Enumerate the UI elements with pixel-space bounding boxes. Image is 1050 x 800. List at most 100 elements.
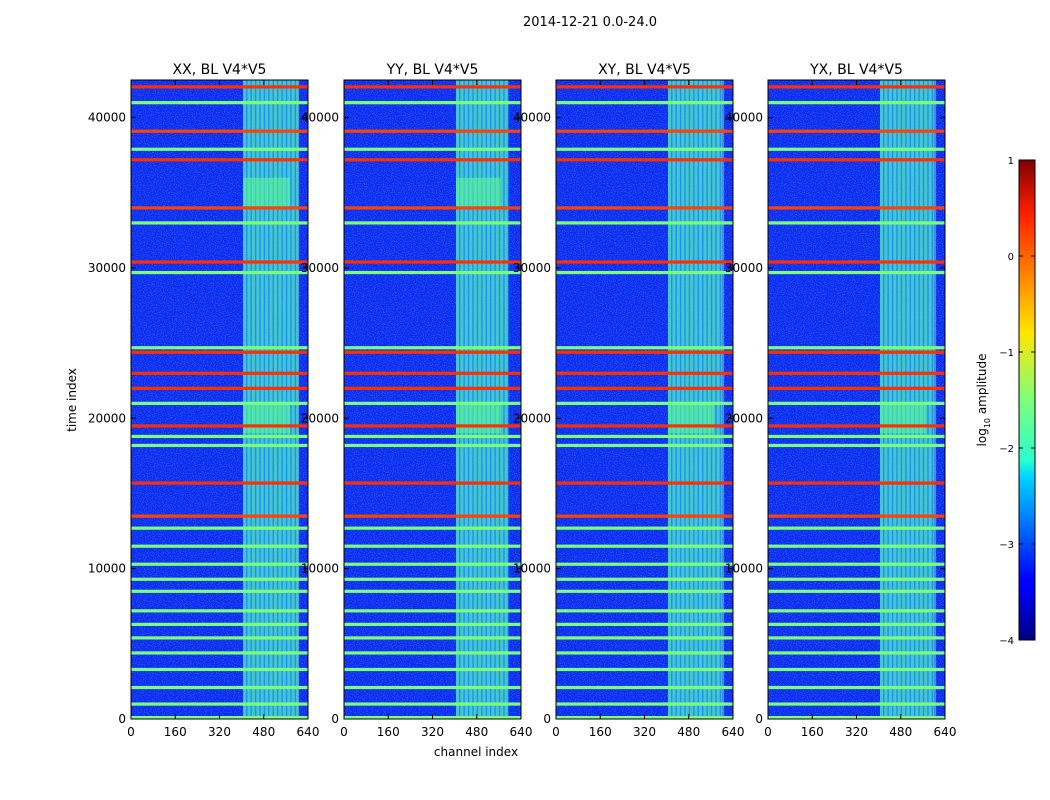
y-tick-label: 20000 bbox=[725, 411, 763, 425]
flagged-row bbox=[768, 401, 945, 405]
flagged-row bbox=[131, 562, 308, 566]
bright-block bbox=[243, 403, 291, 434]
flagged-row bbox=[556, 158, 733, 162]
flagged-row bbox=[556, 346, 733, 350]
rfi-band bbox=[880, 80, 934, 719]
flagged-row bbox=[131, 577, 308, 581]
y-tick-label: 10000 bbox=[513, 562, 551, 576]
bright-block bbox=[880, 403, 926, 434]
flagged-row bbox=[768, 685, 945, 690]
flagged-row bbox=[556, 371, 733, 375]
flagged-row bbox=[768, 443, 945, 448]
flagged-row bbox=[344, 158, 521, 162]
flagged-row bbox=[131, 350, 308, 354]
rfi-stripe bbox=[296, 80, 300, 719]
y-tick-label: 0 bbox=[331, 712, 339, 726]
rfi-stripe bbox=[464, 80, 468, 719]
flagged-row bbox=[768, 609, 945, 613]
y-tick-label: 40000 bbox=[513, 111, 551, 125]
colorbar-label: log10 amplitude bbox=[975, 354, 992, 447]
flagged-row bbox=[344, 514, 521, 518]
flagged-row bbox=[556, 636, 733, 640]
flagged-row bbox=[556, 443, 733, 448]
flagged-row bbox=[556, 702, 733, 706]
bright-block bbox=[243, 177, 291, 208]
rfi-stripe bbox=[491, 80, 495, 719]
colorbar-tick-label: 1 bbox=[1008, 156, 1014, 167]
flagged-row bbox=[344, 386, 521, 390]
rfi-stripe bbox=[260, 80, 264, 719]
flagged-row bbox=[768, 577, 945, 581]
flagged-row bbox=[131, 609, 308, 613]
flagged-row bbox=[768, 622, 945, 626]
rfi-stripe bbox=[888, 80, 892, 719]
flagged-row bbox=[768, 260, 945, 264]
rfi-stripe bbox=[460, 80, 464, 719]
colorbar-label-rest: amplitude bbox=[975, 354, 989, 418]
flagged-row bbox=[131, 221, 308, 225]
rfi-stripe bbox=[291, 80, 295, 719]
rfi-stripe bbox=[681, 80, 685, 719]
flagged-row bbox=[768, 101, 945, 105]
flagged-row bbox=[344, 609, 521, 613]
flagged-row bbox=[556, 544, 733, 548]
x-tick-label: 480 bbox=[252, 725, 275, 739]
flagged-row bbox=[768, 424, 945, 428]
colorbar-tick-label: −3 bbox=[999, 540, 1014, 551]
flagged-row bbox=[344, 544, 521, 548]
rfi-stripe bbox=[928, 80, 932, 719]
flagged-row bbox=[768, 158, 945, 162]
colorbar-label-log: log bbox=[975, 428, 989, 446]
rfi-stripe bbox=[880, 80, 884, 719]
figure-title: 2014-12-21 0.0-24.0 bbox=[523, 15, 657, 30]
rfi-stripe bbox=[897, 80, 901, 719]
rfi-stripe bbox=[924, 80, 928, 719]
flagged-row bbox=[556, 221, 733, 225]
rfi-stripe bbox=[251, 80, 255, 719]
flagged-row bbox=[556, 147, 733, 151]
rfi-stripe bbox=[495, 80, 499, 719]
flagged-row bbox=[131, 401, 308, 405]
flagged-row bbox=[556, 401, 733, 405]
rfi-stripe bbox=[698, 80, 702, 719]
y-tick-label: 0 bbox=[543, 712, 551, 726]
rfi-stripe bbox=[287, 80, 291, 719]
rfi-stripe bbox=[933, 80, 937, 719]
flagged-row bbox=[344, 101, 521, 105]
flagged-row bbox=[131, 424, 308, 428]
flagged-row bbox=[768, 702, 945, 706]
flagged-row bbox=[768, 667, 945, 672]
flagged-row bbox=[344, 434, 521, 439]
rfi-stripe bbox=[247, 80, 251, 719]
rfi-stripe bbox=[707, 80, 711, 719]
panels: XX, BL V4*V5 0 160 320 480 640 0 10000 20000 3000… bbox=[88, 62, 957, 739]
rfi-stripe bbox=[685, 80, 689, 719]
bright-block bbox=[456, 403, 501, 434]
bright-block bbox=[456, 177, 501, 208]
flagged-row bbox=[768, 434, 945, 439]
flagged-row bbox=[131, 270, 308, 275]
flagged-row bbox=[344, 651, 521, 655]
flagged-row bbox=[344, 636, 521, 640]
flagged-row bbox=[556, 350, 733, 354]
y-tick-label: 30000 bbox=[513, 261, 551, 275]
y-tick-label: 0 bbox=[118, 712, 126, 726]
rfi-stripe bbox=[504, 80, 508, 719]
x-tick-label: 640 bbox=[722, 725, 745, 739]
flagged-row bbox=[556, 622, 733, 626]
rfi-stripe bbox=[478, 80, 482, 719]
flagged-row bbox=[556, 685, 733, 690]
rfi-stripe bbox=[884, 80, 888, 719]
panel-title: XY, BL V4*V5 bbox=[598, 62, 691, 78]
rfi-stripe bbox=[690, 80, 694, 719]
y-tick-label: 10000 bbox=[301, 562, 339, 576]
flagged-row bbox=[344, 346, 521, 350]
rfi-stripe bbox=[716, 80, 720, 719]
colorbar-tick-label: −4 bbox=[999, 636, 1014, 647]
flagged-row bbox=[768, 651, 945, 655]
flagged-row bbox=[131, 346, 308, 350]
rfi-stripe bbox=[902, 80, 906, 719]
rfi-stripe bbox=[500, 80, 504, 719]
rfi-stripe bbox=[486, 80, 490, 719]
flagged-row bbox=[768, 481, 945, 485]
